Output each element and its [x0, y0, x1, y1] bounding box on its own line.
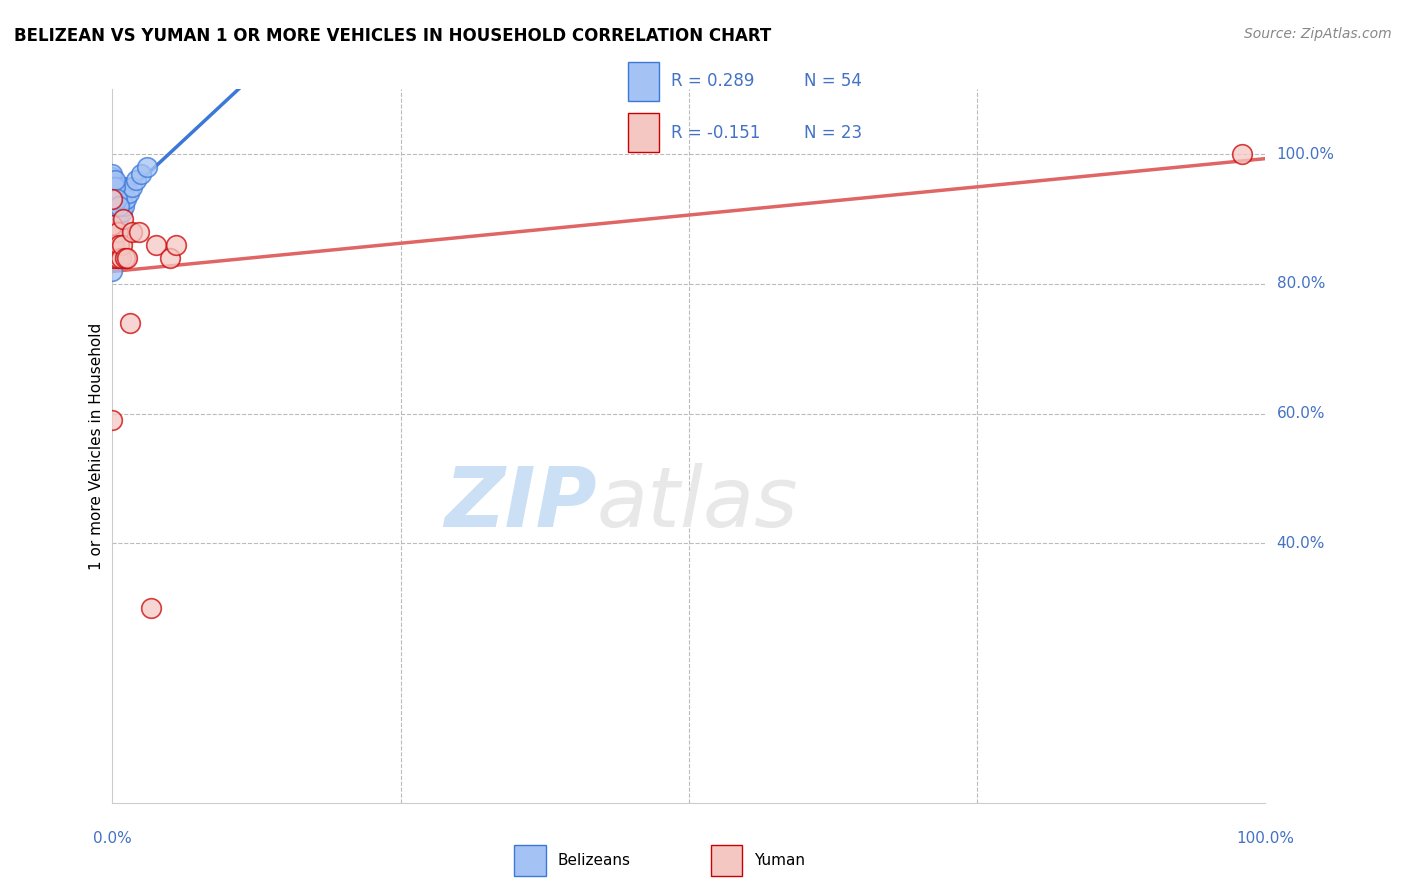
- Text: 80.0%: 80.0%: [1277, 277, 1324, 292]
- Point: [107, 179, 129, 194]
- Point: [165, 238, 187, 252]
- Point: [136, 160, 159, 174]
- Point: [107, 199, 129, 213]
- Point: [104, 193, 127, 207]
- FancyBboxPatch shape: [628, 62, 659, 101]
- Point: [103, 225, 125, 239]
- Text: atlas: atlas: [596, 463, 799, 543]
- Point: [111, 193, 134, 207]
- Point: [101, 209, 124, 223]
- Text: Yuman: Yuman: [754, 854, 806, 868]
- Point: [1232, 147, 1254, 161]
- Point: [101, 185, 124, 199]
- Point: [107, 211, 129, 226]
- Point: [111, 211, 134, 226]
- Point: [103, 238, 125, 252]
- Point: [159, 251, 181, 265]
- Point: [101, 199, 124, 213]
- Point: [104, 211, 127, 226]
- Point: [103, 251, 125, 265]
- Point: [104, 193, 127, 207]
- Point: [108, 199, 131, 213]
- Point: [124, 173, 146, 187]
- Point: [101, 169, 124, 184]
- FancyBboxPatch shape: [711, 846, 742, 876]
- Point: [101, 193, 124, 207]
- Point: [101, 251, 124, 265]
- Point: [108, 205, 131, 219]
- Point: [101, 186, 124, 200]
- Text: 60.0%: 60.0%: [1277, 406, 1324, 421]
- Point: [105, 193, 128, 207]
- Point: [128, 225, 150, 239]
- Point: [101, 238, 124, 252]
- Point: [101, 183, 124, 197]
- Point: [117, 186, 139, 200]
- Text: R = 0.289: R = 0.289: [671, 72, 755, 90]
- Point: [101, 219, 124, 233]
- Point: [112, 199, 135, 213]
- Text: 100.0%: 100.0%: [1236, 830, 1295, 846]
- Point: [105, 205, 128, 219]
- Point: [104, 211, 127, 226]
- Point: [121, 225, 143, 239]
- Text: R = -0.151: R = -0.151: [671, 124, 761, 142]
- Y-axis label: 1 or more Vehicles in Household: 1 or more Vehicles in Household: [89, 322, 104, 570]
- Point: [101, 413, 124, 427]
- Point: [108, 238, 131, 252]
- Point: [103, 199, 125, 213]
- Point: [101, 244, 124, 259]
- Point: [101, 225, 124, 239]
- Point: [101, 181, 124, 195]
- Point: [101, 178, 124, 193]
- Point: [101, 179, 124, 194]
- Point: [101, 176, 124, 190]
- Text: BELIZEAN VS YUMAN 1 OR MORE VEHICLES IN HOUSEHOLD CORRELATION CHART: BELIZEAN VS YUMAN 1 OR MORE VEHICLES IN …: [14, 27, 772, 45]
- Point: [121, 179, 143, 194]
- Point: [107, 225, 129, 239]
- Point: [104, 173, 127, 187]
- Text: N = 54: N = 54: [804, 72, 862, 90]
- Point: [118, 316, 141, 330]
- Point: [111, 238, 134, 252]
- Point: [110, 251, 132, 265]
- Point: [101, 205, 124, 219]
- Point: [107, 251, 129, 265]
- FancyBboxPatch shape: [628, 113, 659, 152]
- Point: [129, 167, 153, 181]
- Point: [139, 601, 162, 615]
- Point: [104, 179, 127, 194]
- Text: 40.0%: 40.0%: [1277, 536, 1324, 550]
- Point: [101, 189, 124, 203]
- Point: [104, 225, 127, 239]
- Point: [117, 251, 139, 265]
- Text: 100.0%: 100.0%: [1277, 146, 1334, 161]
- FancyBboxPatch shape: [515, 846, 546, 876]
- Point: [101, 264, 124, 278]
- Point: [101, 211, 124, 226]
- Point: [105, 193, 128, 207]
- Point: [101, 173, 124, 187]
- Point: [111, 205, 134, 219]
- Point: [114, 251, 136, 265]
- Point: [103, 211, 125, 226]
- Point: [104, 199, 127, 213]
- Point: [101, 225, 124, 239]
- Point: [101, 193, 124, 207]
- Text: Source: ZipAtlas.com: Source: ZipAtlas.com: [1244, 27, 1392, 41]
- Point: [110, 199, 132, 213]
- Point: [115, 193, 138, 207]
- Point: [103, 179, 125, 194]
- Text: Belizeans: Belizeans: [557, 854, 630, 868]
- Point: [112, 179, 135, 194]
- Point: [107, 193, 129, 207]
- Point: [101, 174, 124, 188]
- Text: ZIP: ZIP: [444, 463, 596, 543]
- Point: [103, 179, 125, 194]
- Point: [101, 167, 124, 181]
- Point: [145, 238, 167, 252]
- Text: 0.0%: 0.0%: [93, 830, 132, 846]
- Text: N = 23: N = 23: [804, 124, 862, 142]
